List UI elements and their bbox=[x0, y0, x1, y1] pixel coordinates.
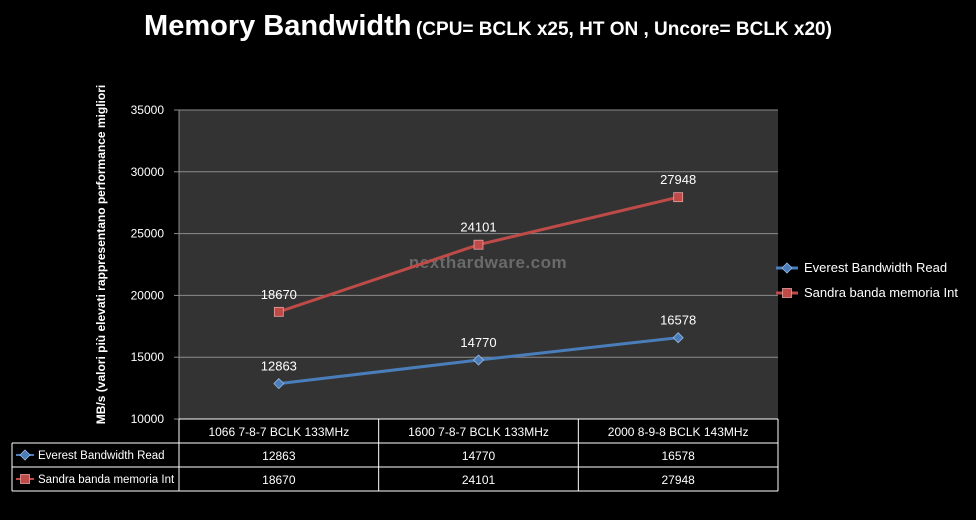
legend-label: Everest Bandwidth Read bbox=[804, 260, 947, 275]
data-label: 18670 bbox=[261, 287, 297, 302]
data-label: 14770 bbox=[460, 335, 496, 350]
table-legend-marker bbox=[20, 474, 30, 484]
chart-title: Memory Bandwidth bbox=[144, 10, 412, 42]
data-point bbox=[473, 239, 484, 250]
table-cell: 14770 bbox=[462, 449, 496, 463]
table-row-label: Everest Bandwidth Read bbox=[38, 450, 165, 462]
y-tick-label: 10000 bbox=[131, 412, 165, 426]
table-cell: 24101 bbox=[462, 473, 496, 487]
y-tick-label: 30000 bbox=[131, 165, 165, 179]
data-point bbox=[672, 332, 684, 344]
y-tick-label: 20000 bbox=[131, 288, 165, 302]
table-cell: 27948 bbox=[661, 473, 695, 487]
y-tick-label: 15000 bbox=[131, 350, 165, 364]
watermark: nexthardware.com bbox=[409, 253, 567, 272]
legend-marker bbox=[781, 262, 793, 274]
y-tick-label: 25000 bbox=[131, 227, 165, 241]
data-label: 12863 bbox=[261, 359, 297, 374]
data-point bbox=[472, 354, 485, 366]
legend-marker bbox=[782, 288, 792, 298]
data-point bbox=[673, 192, 684, 203]
table-row-label: Sandra banda memoria Int bbox=[38, 474, 175, 486]
x-category-label: 2000 8-9-8 BCLK 143MHz bbox=[608, 425, 749, 439]
x-category-label: 1600 7-8-7 BCLK 133MHz bbox=[408, 425, 549, 439]
table-cell: 16578 bbox=[661, 449, 695, 463]
table-legend-marker bbox=[19, 449, 31, 461]
y-axis-label: MB/s (valori più elevati rappresentano p… bbox=[94, 85, 108, 424]
data-label: 16578 bbox=[660, 313, 696, 328]
plot-area bbox=[179, 110, 778, 419]
data-point bbox=[273, 378, 285, 390]
table-cell: 12863 bbox=[262, 449, 296, 463]
legend-label: Sandra banda memoria Int bbox=[804, 285, 958, 300]
x-category-label: 1066 7-8-7 BCLK 133MHz bbox=[208, 425, 349, 439]
y-tick-label: 35000 bbox=[131, 103, 165, 117]
data-label: 27948 bbox=[660, 172, 696, 187]
data-point bbox=[273, 306, 284, 317]
table-cell: 18670 bbox=[262, 473, 296, 487]
chart-subtitle: (CPU= BCLK x25, HT ON , Uncore= BCLK x20… bbox=[415, 19, 832, 40]
data-label: 24101 bbox=[460, 220, 496, 235]
chart-title-block: Memory Bandwidth (CPU= BCLK x25, HT ON ,… bbox=[0, 10, 976, 43]
